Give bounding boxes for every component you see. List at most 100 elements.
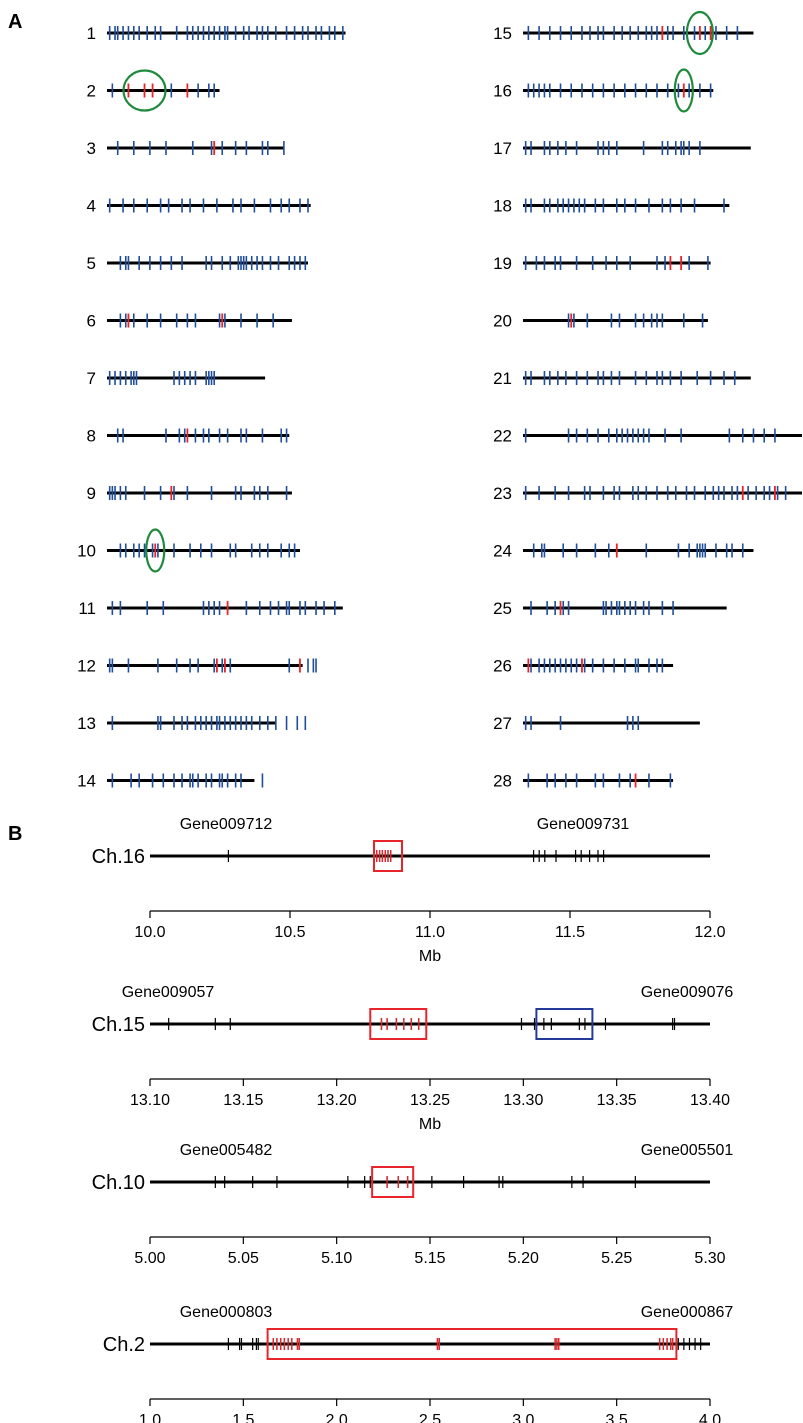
chromosome-label: 9 — [87, 484, 96, 503]
chromosome-3: 3 — [87, 139, 285, 158]
panel-a-chromosomes: 1234567891011121314151617181920212223242… — [77, 10, 802, 791]
chromosome-13: 13 — [77, 714, 307, 733]
chromosome-label: 6 — [87, 312, 96, 331]
red-cluster-box — [369, 1008, 428, 1040]
chromosome-18: 18 — [493, 197, 730, 216]
blue-cluster-box — [535, 1008, 594, 1040]
gene-track-ch15: Ch.15 Gene009057 Gene009076 13.10 13.15 13.20… — [92, 984, 734, 1133]
red-cluster-box — [371, 1166, 415, 1198]
chromosome-label: 28 — [493, 772, 512, 791]
chromosome-24: 24 — [493, 542, 754, 561]
chromosome-19: 19 — [493, 254, 711, 273]
chromosome-11: 11 — [78, 599, 343, 618]
chromosome-27: 27 — [493, 714, 700, 733]
chromosome-label: 26 — [493, 657, 512, 676]
axis-tick-label: 5.00 — [134, 1250, 165, 1267]
axis-tick-label: 13.15 — [223, 1092, 263, 1109]
chromosome-label: 14 — [77, 772, 96, 791]
chromosome-16: 16 — [493, 82, 714, 101]
right-boundary-gene: Gene009076 — [641, 984, 734, 1001]
gene-track-ch10: Ch.10 Gene005482 Gene005501 5.00 5.05 5.10 5.1… — [92, 1142, 734, 1267]
axis-tick-label: 5.30 — [694, 1250, 725, 1267]
chromosome-26: 26 — [493, 657, 674, 676]
chromosome-7: 7 — [87, 369, 266, 388]
axis-tick-label: 1.0 — [139, 1412, 161, 1423]
chromosome-15: 15 — [493, 24, 754, 43]
chromosome-label: 7 — [87, 369, 96, 388]
chromosome-6: 6 — [87, 312, 292, 331]
axis-tick-label: 11.0 — [415, 924, 445, 941]
panel-a-label: A — [8, 11, 22, 33]
track-chromosome-label: Ch.10 — [92, 1172, 145, 1194]
chromosome-17: 17 — [493, 139, 751, 158]
chromosome-label: 13 — [77, 714, 96, 733]
chromosome-label: 21 — [493, 369, 512, 388]
axis-unit-label: Mb — [419, 948, 441, 965]
chromosome-label: 12 — [77, 657, 96, 676]
panel-b-gene-tracks: Ch.16 Gene009712 Gene009731 10.0 10.5 11.0 11.… — [92, 816, 734, 1423]
cluster-ellipse — [145, 528, 166, 573]
axis-unit-label: Mb — [419, 1116, 441, 1133]
chromosome-22: 22 — [493, 427, 802, 446]
axis-tick-label: 5.25 — [601, 1250, 632, 1267]
chromosome-23: 23 — [493, 484, 802, 503]
axis-tick-label: 5.15 — [414, 1250, 445, 1267]
chromosome-label: 15 — [493, 24, 512, 43]
track-chromosome-label: Ch.15 — [92, 1014, 145, 1036]
chromosome-label: 3 — [87, 139, 96, 158]
track-chromosome-label: Ch.16 — [92, 846, 145, 868]
axis-tick-label: 5.20 — [508, 1250, 539, 1267]
chromosome-12: 12 — [77, 657, 317, 676]
chromosome-1: 1 — [87, 24, 346, 43]
axis-tick-label: 1.5 — [232, 1412, 254, 1423]
right-boundary-gene: Gene009731 — [537, 816, 630, 833]
chromosome-label: 8 — [87, 427, 96, 446]
chromosome-2: 2 — [87, 82, 220, 101]
left-boundary-gene: Gene009712 — [180, 816, 273, 833]
axis-tick-label: 10.5 — [274, 924, 305, 941]
chromosome-25: 25 — [493, 599, 727, 618]
chromosome-20: 20 — [493, 312, 708, 331]
right-boundary-gene: Gene005501 — [641, 1142, 734, 1159]
chromosome-label: 19 — [493, 254, 512, 273]
axis-tick-label: 2.0 — [326, 1412, 348, 1423]
axis-tick-label: 13.30 — [503, 1092, 543, 1109]
axis-tick-label: 2.5 — [419, 1412, 441, 1423]
chromosome-4: 4 — [87, 197, 311, 216]
chromosome-label: 5 — [87, 254, 96, 273]
cluster-ellipse — [122, 69, 167, 112]
chromosome-label: 25 — [493, 599, 512, 618]
left-boundary-gene: Gene009057 — [122, 984, 215, 1001]
axis-tick-label: 13.10 — [130, 1092, 170, 1109]
chromosome-label: 17 — [493, 139, 512, 158]
chromosome-label: 1 — [87, 24, 96, 43]
chromosome-label: 22 — [493, 427, 512, 446]
axis-tick-label: 13.25 — [410, 1092, 450, 1109]
chromosome-label: 2 — [87, 82, 96, 101]
axis-tick-label: 10.0 — [134, 924, 165, 941]
left-boundary-gene: Gene005482 — [180, 1142, 273, 1159]
chromosome-10: 10 — [77, 542, 300, 561]
axis-tick-label: 13.40 — [690, 1092, 730, 1109]
chromosome-label: 24 — [493, 542, 512, 561]
chromosome-label: 23 — [493, 484, 512, 503]
cluster-ellipse — [673, 68, 694, 113]
panel-b-label: B — [8, 823, 22, 845]
axis-tick-label: 13.20 — [317, 1092, 357, 1109]
gene-track-ch2: Ch.2 Gene000803 Gene000867 1.0 1.5 2.0 2.5 3.0 3… — [103, 1304, 734, 1423]
axis-tick-label: 4.0 — [699, 1412, 721, 1423]
track-chromosome-label: Ch.2 — [103, 1334, 145, 1356]
axis-tick-label: 3.5 — [606, 1412, 628, 1423]
cluster-ellipse — [685, 10, 714, 56]
axis-tick-label: 3.0 — [512, 1412, 534, 1423]
axis-tick-label: 11.5 — [555, 924, 585, 941]
axis-tick-label: 5.10 — [321, 1250, 352, 1267]
chromosome-label: 20 — [493, 312, 512, 331]
left-boundary-gene: Gene000803 — [180, 1304, 273, 1321]
chromosome-label: 11 — [78, 599, 96, 618]
chromosome-9: 9 — [87, 484, 292, 503]
chromosome-label: 18 — [493, 197, 512, 216]
axis-tick-label: 13.35 — [597, 1092, 637, 1109]
chromosome-14: 14 — [77, 772, 264, 791]
